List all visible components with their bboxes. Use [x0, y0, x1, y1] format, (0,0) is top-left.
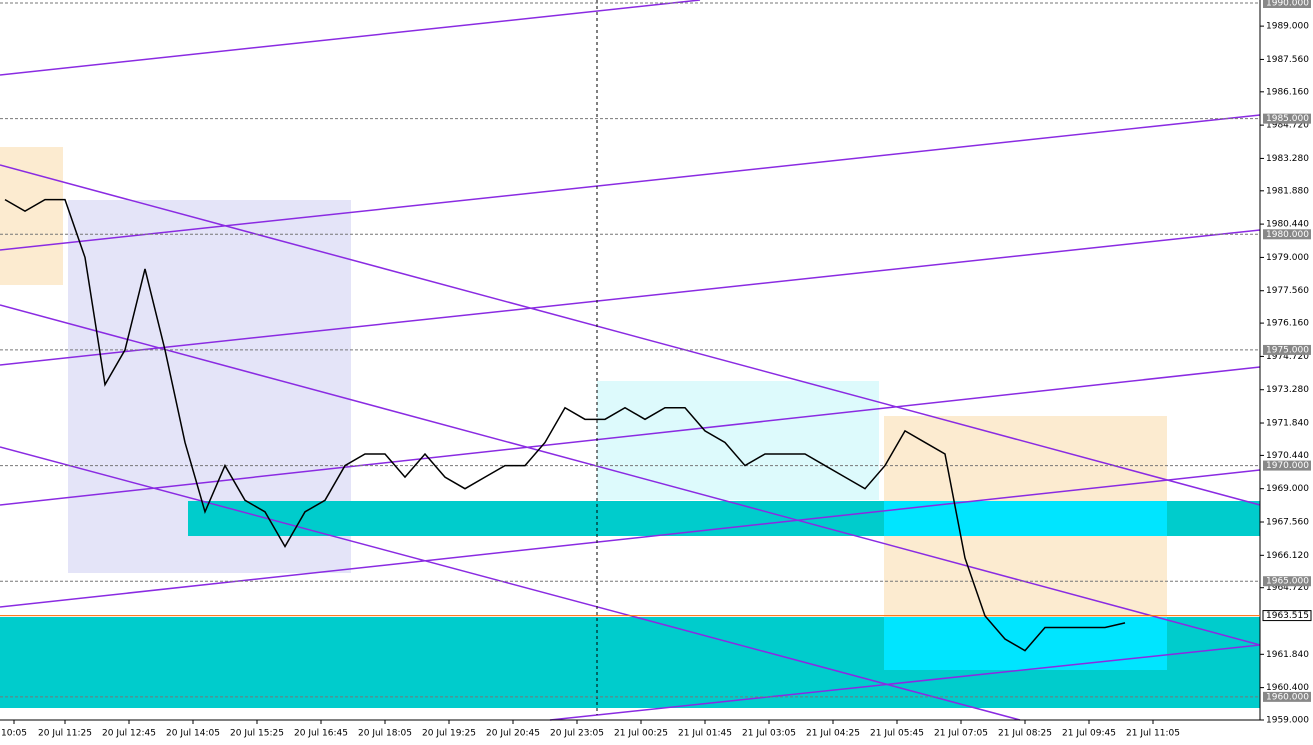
level-label: 1990.000	[1266, 0, 1309, 9]
level-box	[1263, 691, 1311, 702]
y-tick-label: 1976.160	[1266, 319, 1309, 329]
level-label: 1970.000	[1266, 461, 1309, 471]
x-tick-label: 21 Jul 07:05	[934, 729, 988, 739]
y-tick-label: 1980.440	[1266, 220, 1309, 230]
trend-lines	[0, 0, 1261, 721]
x-tick-label: 10:05	[1, 729, 27, 739]
x-tick-label: 21 Jul 00:25	[614, 729, 668, 739]
x-tick-label: 20 Jul 18:05	[358, 729, 412, 739]
x-tick-label: 20 Jul 16:45	[294, 729, 348, 739]
y-tick-label: 1979.000	[1266, 253, 1309, 263]
trend-line	[0, 229, 1261, 366]
y-tick-label: 1989.000	[1266, 22, 1309, 32]
y-tick-label: 1960.400	[1266, 683, 1309, 693]
level-box	[1263, 113, 1311, 124]
y-tick-label: 1986.160	[1266, 87, 1309, 97]
level-box	[1263, 0, 1311, 8]
price-line	[4, 198, 1126, 652]
zone	[0, 147, 63, 285]
y-tick-label: 1983.280	[1266, 154, 1309, 164]
y-tick-label: 1984.720	[1266, 121, 1309, 131]
zone	[884, 617, 1167, 670]
y-tick-label: 1961.840	[1266, 650, 1309, 660]
zone	[597, 381, 879, 500]
y-tick-label: 1973.280	[1266, 385, 1309, 395]
x-tick-label: 20 Jul 23:05	[550, 729, 604, 739]
x-tick-label: 21 Jul 05:45	[870, 729, 924, 739]
x-tick-label: 20 Jul 11:25	[38, 729, 92, 739]
trend-line	[0, 469, 1261, 608]
y-tick-label: 1970.440	[1266, 451, 1309, 461]
y-tick-label: 1981.880	[1266, 186, 1309, 196]
x-tick-label: 21 Jul 04:25	[806, 729, 860, 739]
zones	[0, 147, 1260, 708]
level-label: 1980.000	[1266, 230, 1309, 240]
level-label: 1965.000	[1266, 577, 1309, 587]
x-tick-label: 21 Jul 11:05	[1126, 729, 1180, 739]
zone	[884, 501, 1167, 536]
current-price-label: 1963.515	[1266, 611, 1309, 621]
x-tick-label: 20 Jul 20:45	[486, 729, 540, 739]
y-tick-label: 1966.120	[1266, 551, 1309, 561]
y-tick-label: 1987.560	[1266, 55, 1309, 65]
y-tick-label: 1971.840	[1266, 419, 1309, 429]
x-tick-label: 21 Jul 03:05	[742, 729, 796, 739]
trend-line	[0, 164, 1261, 506]
trend-line	[0, 366, 1261, 506]
x-tick-label: 21 Jul 09:45	[1062, 729, 1116, 739]
x-tick-label: 20 Jul 19:25	[422, 729, 476, 739]
y-tick-label: 1974.720	[1266, 352, 1309, 362]
x-tick-label: 20 Jul 12:45	[102, 729, 156, 739]
level-label: 1975.000	[1266, 345, 1309, 355]
level-box	[1263, 229, 1311, 240]
level-label: 1985.000	[1266, 114, 1309, 124]
y-tick-label: 1959.000	[1266, 716, 1309, 726]
trend-line	[0, 0, 701, 76]
level-label: 1960.000	[1266, 692, 1309, 702]
y-tick-label: 1967.560	[1266, 518, 1309, 528]
x-tick-label: 21 Jul 01:45	[678, 729, 732, 739]
level-box	[1263, 576, 1311, 587]
y-tick-label: 1969.000	[1266, 484, 1309, 494]
x-tick-label: 21 Jul 08:25	[998, 729, 1052, 739]
y-tick-label: 1977.560	[1266, 286, 1309, 296]
level-box	[1263, 460, 1311, 471]
trend-line	[0, 304, 1261, 646]
y-tick-label: 1964.720	[1266, 583, 1309, 593]
level-box	[1263, 344, 1311, 355]
trend-line	[0, 114, 1261, 251]
x-tick-label: 20 Jul 14:05	[166, 729, 220, 739]
trend-line	[0, 446, 1021, 721]
current-price-box	[1262, 610, 1312, 622]
x-tick-label: 20 Jul 15:25	[230, 729, 284, 739]
trend-line	[549, 644, 1261, 721]
